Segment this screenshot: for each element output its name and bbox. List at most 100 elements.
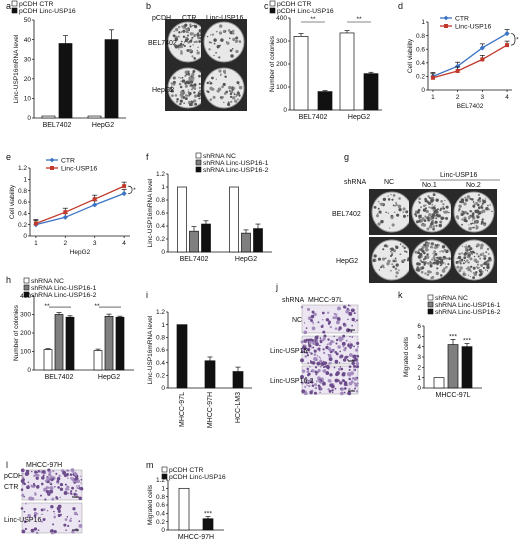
cell: [66, 472, 69, 476]
colony: [487, 248, 490, 251]
colony: [394, 257, 397, 260]
colony: [470, 222, 473, 225]
colony: [218, 31, 223, 35]
panel-letter-k: k: [398, 290, 403, 300]
colony: [184, 82, 187, 85]
colony: [484, 269, 487, 271]
colony: [487, 204, 489, 207]
cell: [311, 321, 314, 324]
bar-a: [58, 43, 73, 119]
colony: [440, 274, 443, 277]
cell: [309, 360, 312, 362]
legend-label-h: shRNA Linc-USP16-1: [31, 285, 97, 292]
dish-g-bel-2: [451, 189, 497, 235]
colony: [476, 260, 480, 263]
cell: [322, 330, 326, 334]
colony: [383, 267, 385, 269]
cell: [323, 334, 327, 338]
cell: [59, 513, 62, 516]
cell: [317, 384, 321, 388]
colony: [440, 200, 443, 203]
header-label-l: pCDH: [4, 473, 23, 480]
cell: [325, 371, 330, 375]
colony: [483, 255, 486, 258]
colony: [439, 209, 442, 212]
legend-swatch-f: [195, 159, 202, 166]
y-tick-label-c: 300: [276, 38, 287, 45]
colony: [434, 244, 437, 247]
cell: [319, 350, 321, 352]
colony: [457, 255, 462, 260]
colony: [488, 208, 490, 211]
colony: [231, 32, 235, 35]
cell: [335, 338, 339, 342]
cell: [69, 492, 72, 495]
colony: [445, 217, 449, 220]
colony: [460, 198, 465, 202]
colony: [433, 250, 437, 254]
colony: [417, 251, 420, 255]
colony: [218, 24, 223, 28]
colony: [178, 48, 180, 50]
colony: [221, 85, 224, 89]
y-tick-label-k: 6: [417, 323, 421, 330]
category-label-f: HepG2: [235, 256, 257, 263]
colony: [421, 245, 425, 249]
legend-swatch-k: [427, 308, 434, 315]
y-tick-label-d: 0.8: [416, 33, 425, 40]
cell: [354, 320, 357, 323]
x-tick-label-e: 2: [63, 240, 67, 247]
y-tick-label-m: 0.2: [156, 519, 165, 526]
legend-marker-d: [443, 15, 449, 21]
colony: [482, 266, 486, 270]
y-axis-label-a: Linc-USP16mRNA level: [13, 34, 20, 103]
colony: [428, 206, 431, 209]
category-label-h: HepG2: [98, 374, 120, 381]
data-point-e: [92, 202, 98, 208]
colony: [223, 101, 225, 103]
colony: [238, 85, 243, 90]
colony: [469, 197, 472, 200]
colony: [420, 223, 424, 227]
colony: [467, 245, 471, 248]
y-tick-label-a: 20: [24, 76, 32, 83]
colony: [384, 244, 387, 248]
colony: [447, 257, 450, 259]
column-label-g: No.2: [466, 182, 481, 189]
colony: [456, 257, 459, 260]
y-axis-label-c: Number of colonies: [269, 35, 276, 92]
cell: [316, 361, 321, 366]
cell: [59, 496, 61, 499]
cell: [351, 336, 354, 338]
colony: [439, 221, 441, 223]
cell: [27, 513, 32, 518]
x-tick-label-d: 1: [431, 94, 435, 101]
cell: [311, 384, 315, 387]
category-label-a: BEL7402: [43, 122, 72, 129]
y-tick-label-f: 1: [161, 184, 165, 191]
colony: [196, 93, 201, 98]
colony: [190, 77, 194, 81]
data-point-d: [479, 45, 485, 51]
colony: [189, 23, 192, 26]
colony: [191, 72, 195, 77]
colony: [193, 33, 196, 37]
colony: [197, 36, 200, 40]
colony: [458, 204, 462, 209]
micrograph-j-nc: [300, 304, 359, 335]
cell: [24, 472, 29, 477]
cell: [321, 318, 324, 321]
cell: [23, 495, 26, 498]
cell: [58, 474, 61, 478]
column-label-g: No.1: [422, 182, 437, 189]
cell: [356, 341, 360, 345]
colony: [430, 222, 433, 225]
legend-label-a: pCDH Linc-USP16: [19, 8, 76, 15]
colony: [415, 268, 419, 272]
cell: [41, 476, 45, 480]
colony: [434, 205, 436, 207]
cell-line-label-l: MHCC-97H: [26, 462, 62, 469]
colony: [235, 36, 239, 40]
cell: [26, 485, 30, 490]
bar-f: [241, 232, 251, 253]
